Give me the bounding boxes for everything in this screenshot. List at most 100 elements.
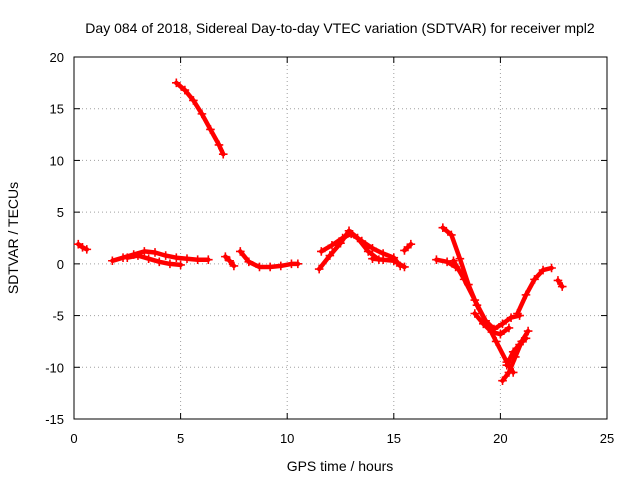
data-point — [442, 257, 452, 267]
data-point — [498, 319, 507, 329]
data-point — [172, 78, 181, 88]
data-point — [400, 262, 409, 272]
series-arc-1 — [73, 239, 92, 254]
data-point — [455, 254, 465, 263]
data-point — [357, 236, 367, 246]
y-tick-label: -10 — [45, 360, 64, 375]
data-point — [82, 245, 92, 254]
x-tick-label: 10 — [280, 431, 294, 446]
series-trace — [402, 241, 414, 253]
data-point — [447, 230, 456, 240]
series-arc-17 — [513, 263, 556, 318]
data-point — [438, 223, 448, 232]
series-arc-10 — [400, 239, 416, 255]
data-point — [235, 247, 245, 256]
data-point — [182, 254, 192, 263]
series-trace — [370, 256, 407, 270]
data-point — [172, 253, 181, 262]
data-point — [189, 96, 198, 105]
data-point — [368, 254, 377, 263]
data-point — [496, 329, 505, 339]
data-point — [123, 253, 132, 262]
data-point — [515, 340, 524, 349]
series-trace — [451, 258, 516, 375]
data-point — [180, 85, 190, 95]
data-point — [400, 246, 409, 255]
data-point — [521, 334, 531, 343]
x-tick-label: 15 — [387, 431, 401, 446]
data-point — [470, 309, 480, 318]
data-point — [504, 368, 514, 377]
data-point — [161, 251, 170, 260]
data-point — [197, 109, 207, 119]
y-tick-label: -5 — [52, 309, 64, 324]
series-trace — [504, 336, 529, 368]
data-point — [327, 240, 337, 250]
x-tick-label: 20 — [493, 431, 507, 446]
y-tick-label: -15 — [45, 412, 64, 427]
data-point — [498, 376, 507, 386]
series-arc-9 — [368, 254, 409, 272]
series-arc-5 — [221, 252, 239, 271]
data-point — [389, 256, 399, 266]
data-point — [553, 276, 563, 285]
y-tick-label: 0 — [57, 257, 64, 272]
data-point — [325, 251, 335, 260]
data-point — [523, 326, 533, 336]
data-point — [108, 256, 117, 266]
series-trace — [174, 80, 226, 157]
data-point — [521, 290, 531, 300]
data-point — [293, 259, 303, 269]
data-point — [218, 149, 228, 159]
series-arc-18 — [553, 276, 567, 291]
data-point — [470, 295, 480, 305]
data-point — [133, 251, 143, 260]
data-point — [225, 256, 234, 266]
x-tick-label: 5 — [177, 431, 184, 446]
y-tick-label: 15 — [50, 102, 64, 117]
data-point — [491, 337, 501, 346]
y-tick-label: 10 — [50, 153, 64, 168]
y-axis-label: SDTVAR / TECUs — [5, 182, 21, 294]
data-point — [479, 319, 488, 329]
plot-frame — [73, 56, 608, 420]
data-point — [547, 263, 556, 273]
data-point — [338, 233, 347, 243]
x-tick-label: 0 — [70, 431, 77, 446]
data-point — [378, 255, 388, 265]
data-point — [506, 313, 516, 322]
y-tick-label: 20 — [50, 50, 64, 65]
series-arc-13 — [449, 256, 518, 377]
data-point — [204, 255, 213, 265]
series-arc-4 — [172, 78, 228, 159]
data-point — [432, 255, 441, 265]
data-point — [244, 257, 254, 267]
data-point — [176, 260, 185, 270]
data-point — [513, 309, 522, 318]
series-arc-14 — [470, 309, 514, 339]
data-point — [508, 347, 518, 357]
data-point — [206, 125, 215, 134]
data-point — [165, 259, 175, 269]
data-point — [314, 264, 324, 274]
data-point — [538, 265, 548, 275]
data-point — [487, 327, 497, 337]
data-point — [504, 323, 514, 333]
data-point — [150, 248, 160, 257]
data-point — [193, 255, 202, 265]
data-point — [265, 262, 275, 272]
data-point — [276, 261, 286, 271]
data-point — [140, 247, 149, 256]
data-point — [229, 261, 239, 271]
data-series — [73, 78, 567, 386]
data-point — [144, 254, 153, 263]
data-point — [221, 252, 230, 261]
data-point — [346, 229, 356, 239]
series-arc-6 — [235, 247, 303, 272]
data-point — [255, 262, 264, 272]
data-point — [459, 275, 469, 284]
data-point — [449, 256, 458, 266]
data-point — [368, 244, 377, 253]
chart-title: Day 084 of 2018, Sidereal Day-to-day VTE… — [85, 20, 595, 36]
